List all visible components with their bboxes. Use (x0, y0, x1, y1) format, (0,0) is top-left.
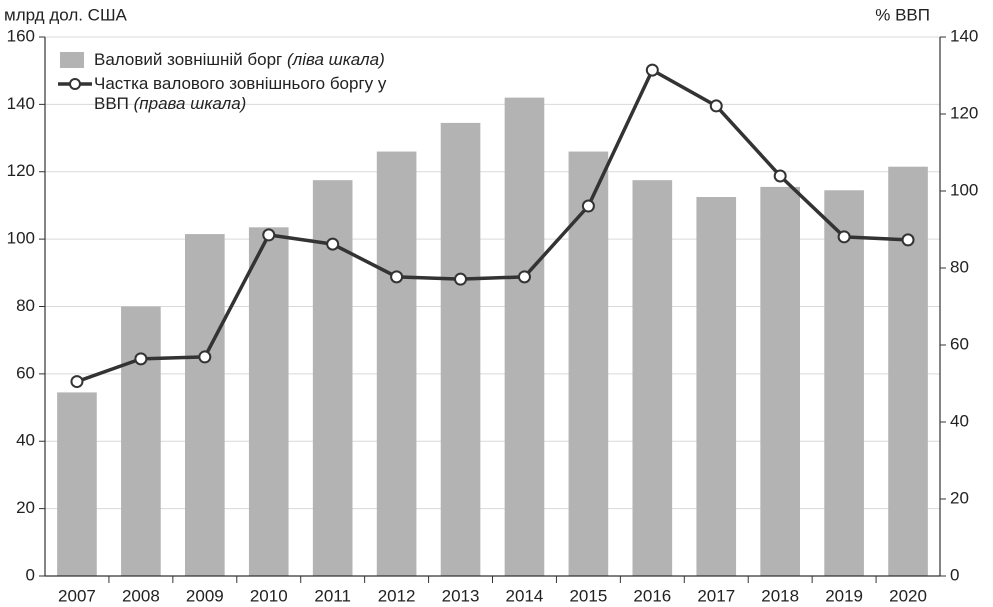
legend-item: Частка валового зовнішнього боргу у ВВП … (58, 74, 424, 114)
line-marker (326, 237, 340, 251)
y2-tick-label: 60 (950, 334, 969, 353)
legend-label: Частка валового зовнішнього боргу у ВВП … (94, 74, 387, 113)
legend: Валовий зовнішній борг (ліва шкала) Частк… (58, 50, 424, 118)
line-marker (645, 63, 659, 77)
bar (632, 180, 673, 576)
line-marker (901, 233, 915, 247)
y-tick-label: 60 (16, 363, 35, 382)
y-tick-label: 80 (16, 296, 35, 315)
line-marker (837, 230, 851, 244)
y-axis-title: млрд дол. США (4, 5, 128, 24)
y2-tick-label: 100 (950, 180, 978, 199)
y-tick-label: 140 (7, 94, 35, 113)
bar (696, 197, 737, 576)
x-tick-label: 2019 (825, 586, 863, 605)
line (76, 68, 909, 384)
x-tick-label: 2015 (569, 586, 607, 605)
line-marker (773, 169, 787, 183)
legend-label: Валовий зовнішній борг (ліва шкала) (94, 50, 385, 69)
swatch-rect (60, 52, 84, 68)
bar (57, 392, 97, 576)
bar (824, 190, 864, 576)
legend-item: Валовий зовнішній борг (ліва шкала) (58, 50, 424, 70)
x-tick-label: 2010 (250, 586, 288, 605)
y2-tick-label: 0 (950, 565, 959, 584)
y-tick-label: 100 (7, 229, 35, 248)
bar (440, 122, 481, 576)
y-tick-label: 40 (16, 431, 35, 450)
bar (376, 151, 417, 576)
bar (504, 97, 545, 576)
legend-swatch (60, 52, 84, 68)
x-tick-label: 2009 (186, 586, 224, 605)
y2-tick-label: 20 (950, 488, 969, 507)
line-marker (581, 199, 595, 213)
x-tick-label: 2014 (506, 586, 544, 605)
x-tick-label: 2016 (633, 586, 671, 605)
line-marker (198, 350, 212, 364)
y-tick-label: 120 (7, 161, 35, 180)
y2-tick-label: 120 (950, 103, 978, 122)
bar (568, 151, 609, 576)
x-tick-label: 2013 (442, 586, 480, 605)
line-marker (390, 270, 404, 284)
bar (185, 234, 225, 576)
swatch-marker (69, 78, 81, 90)
y2-tick-label: 40 (950, 411, 969, 430)
line-marker (517, 270, 531, 284)
y-tick-label: 160 (7, 26, 35, 45)
x-tick-label: 2017 (697, 586, 735, 605)
bar (760, 186, 800, 577)
bar (888, 166, 928, 576)
x-tick-label: 2011 (314, 586, 351, 605)
y-tick-label: 0 (26, 565, 35, 584)
line-marker (70, 375, 84, 389)
y2-axis-title: % ВВП (875, 5, 930, 24)
bar (121, 306, 161, 576)
x-tick-label: 2018 (761, 586, 799, 605)
y2-tick-label: 80 (950, 257, 969, 276)
line-marker (709, 99, 723, 113)
x-tick-label: 2020 (889, 586, 927, 605)
line-marker (262, 228, 276, 242)
x-tick-label: 2012 (378, 586, 416, 605)
legend-swatch (58, 78, 92, 90)
line-marker (134, 352, 148, 366)
x-tick-label: 2008 (122, 586, 160, 605)
x-tick-label: 2007 (58, 586, 96, 605)
line-marker (454, 272, 468, 286)
y2-tick-label: 140 (950, 26, 978, 45)
bar (248, 227, 289, 576)
y-tick-label: 20 (16, 498, 35, 517)
